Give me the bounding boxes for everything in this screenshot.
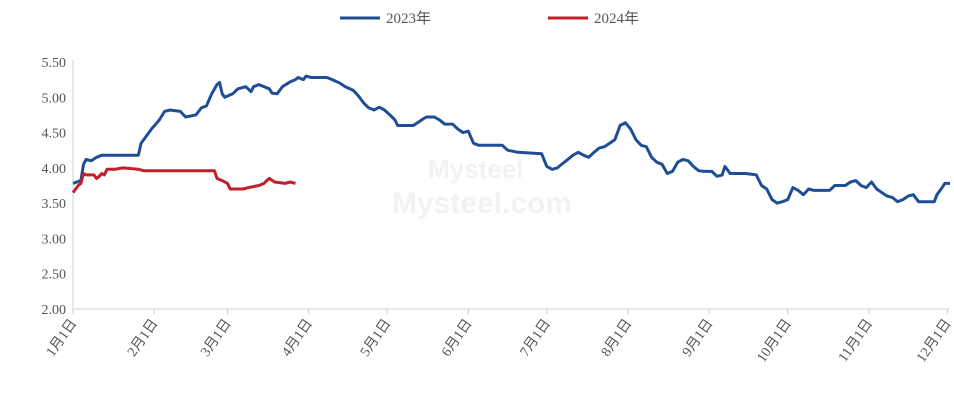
y-tick-label: 3.50 <box>42 197 67 212</box>
x-tick-label: 1月1日 <box>43 316 80 360</box>
series-layer <box>71 74 950 205</box>
legend-label-2024: 2024年 <box>594 10 639 27</box>
series-line-2023[interactable] <box>72 74 950 205</box>
y-tick-label: 4.50 <box>42 127 67 142</box>
x-tick-label: 2月1日 <box>124 316 161 360</box>
x-tick-label: 9月1日 <box>679 316 716 360</box>
x-tick-label: 7月1日 <box>517 316 554 360</box>
x-tick-label: 10月1日 <box>754 316 795 365</box>
y-tick-label: 5.50 <box>42 56 67 71</box>
svg-text:Mysteel.com: Mysteel.com <box>392 187 572 220</box>
x-tick-label: 5月1日 <box>357 316 394 360</box>
x-tick-label: 4月1日 <box>279 316 316 360</box>
x-tick-labels: 1月1日 2月1日 3月1日 4月1日 5月1日 6月1日 7月1日 8月1日 9月1日 10月1… <box>43 309 954 365</box>
series-line-2024[interactable] <box>71 166 296 194</box>
x-tick-label: 11月1日 <box>835 316 876 365</box>
x-tick-label: 12月1日 <box>913 316 954 365</box>
axes <box>72 60 950 310</box>
y-tick-labels: 2.00 2.50 3.00 3.50 4.00 4.50 5.00 5.50 <box>42 56 67 318</box>
y-tick-label: 5.00 <box>42 91 67 106</box>
legend-item-2024[interactable]: 2024年 <box>548 10 639 27</box>
legend: 2023年 2024年 <box>340 10 639 27</box>
legend-item-2023[interactable]: 2023年 <box>340 10 431 27</box>
y-tick-label: 2.00 <box>42 303 67 318</box>
svg-text:Mysteel: Mysteel <box>428 154 523 184</box>
x-tick-label: 3月1日 <box>198 316 235 360</box>
x-tick-label: 8月1日 <box>598 316 635 360</box>
y-tick-label: 2.50 <box>42 268 67 283</box>
x-tick-label: 6月1日 <box>438 316 475 360</box>
watermark: Mysteel Mysteel.com <box>392 154 572 220</box>
legend-label-2023: 2023年 <box>386 10 431 27</box>
y-tick-label: 4.00 <box>42 162 67 177</box>
y-tick-label: 3.00 <box>42 232 67 247</box>
